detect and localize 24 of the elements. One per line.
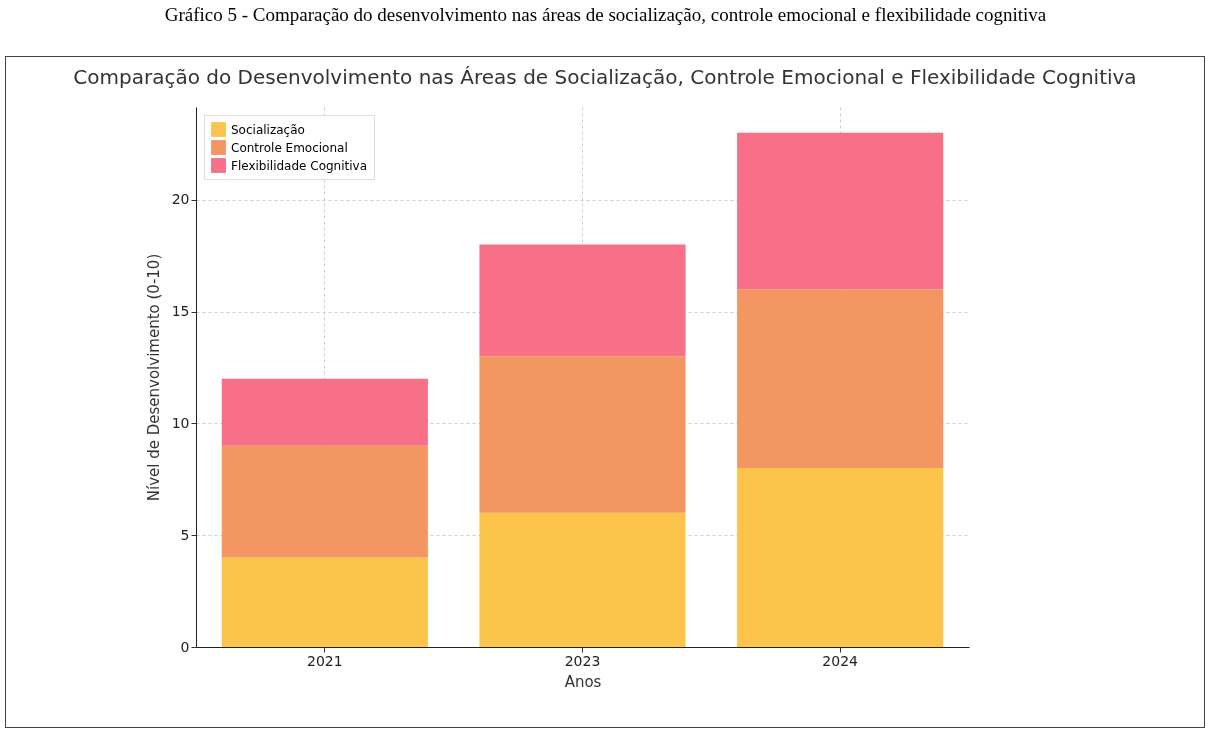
bar <box>737 132 944 290</box>
legend-label: Controle Emocional <box>231 140 348 155</box>
legend-label: Socialização <box>231 122 305 137</box>
x-tick-label: 2021 <box>307 652 343 669</box>
chart-title: Gráfico 5 - Comparação do desenvolvimento nas áreas de socialização, controle emocional e flexibilidade cognitiva <box>163 3 1048 27</box>
x-axis-title: Anos <box>564 672 602 691</box>
y-axis-title: Nível de Desenvolvimento (0-10) <box>144 253 163 502</box>
legend-label: Flexibilidade Cognitiva <box>231 158 368 173</box>
bar <box>479 356 686 513</box>
y-tick-label: 0 <box>180 638 190 655</box>
y-tick-label: 15 <box>171 303 190 320</box>
x-tick-label: 2024 <box>822 652 859 669</box>
bar <box>479 244 686 357</box>
chart-subtitle: Comparação do Desenvolvimento nas Áreas de Socialização, Controle Emocional e Flexibilidade Cognitiva <box>72 65 1138 89</box>
bar <box>221 445 428 558</box>
bar <box>737 468 944 647</box>
y-tick-label: 5 <box>180 526 190 543</box>
bar <box>737 289 944 469</box>
bar <box>221 557 428 647</box>
y-tick-label: 10 <box>171 414 190 431</box>
y-tick-label: 20 <box>171 191 190 208</box>
x-tick-label: 2023 <box>564 652 601 669</box>
bar <box>221 378 428 446</box>
bar <box>479 512 686 647</box>
